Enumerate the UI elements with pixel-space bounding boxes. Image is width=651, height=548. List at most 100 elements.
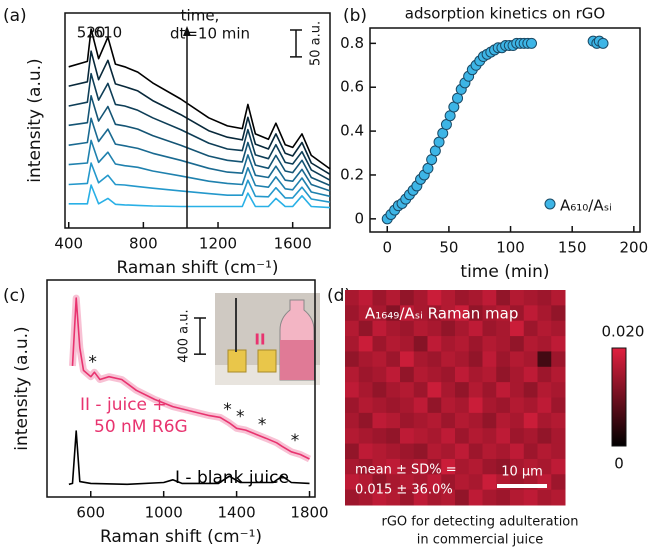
stats-label: 0.015 ± 36.0% bbox=[355, 483, 453, 498]
y-tick-label: 0.4 bbox=[340, 122, 364, 140]
heatmap-cell bbox=[455, 474, 470, 491]
heatmap-cell bbox=[413, 382, 428, 398]
heatmap-cell bbox=[510, 336, 525, 352]
heatmap-cell bbox=[427, 474, 442, 491]
heatmap-cell bbox=[413, 458, 428, 475]
heatmap-cell bbox=[482, 428, 497, 445]
heatmap-cell bbox=[496, 290, 511, 306]
heatmap-cell bbox=[345, 428, 360, 445]
heatmap-cell bbox=[510, 412, 525, 429]
heatmap-cell bbox=[441, 412, 456, 429]
heatmap-cell bbox=[427, 366, 442, 383]
heatmap-cell bbox=[551, 443, 566, 460]
x-tick-label: 150 bbox=[558, 239, 587, 257]
x-tick-label: 800 bbox=[129, 235, 158, 253]
heatmap-cell bbox=[455, 458, 470, 475]
heatmap-cell bbox=[358, 366, 373, 383]
heatmap-cell bbox=[413, 428, 428, 445]
data-point bbox=[526, 37, 538, 49]
asterisk: * bbox=[258, 415, 267, 435]
heatmap-cell bbox=[386, 336, 401, 352]
heatmap-cell bbox=[400, 397, 415, 414]
heatmap-cell bbox=[358, 474, 373, 491]
heatmap-cell bbox=[537, 366, 552, 383]
heatmap-cell bbox=[482, 458, 497, 475]
heatmap-cell bbox=[551, 305, 566, 322]
heatmap-cell bbox=[551, 489, 566, 506]
heatmap-cell bbox=[496, 443, 511, 460]
heatmap-cell bbox=[345, 305, 360, 322]
heatmap-cell bbox=[441, 336, 456, 352]
heatmap-cell bbox=[441, 443, 456, 460]
heatmap-cell bbox=[523, 443, 538, 460]
heatmap-cell bbox=[427, 458, 442, 475]
heatmap-cell bbox=[345, 290, 360, 306]
heatmap-cell bbox=[468, 290, 483, 306]
heatmap-cell bbox=[523, 320, 538, 337]
heatmap-cell bbox=[468, 382, 483, 398]
heatmap-cell bbox=[551, 366, 566, 383]
heatmap-cell bbox=[537, 412, 552, 429]
heatmap-cell bbox=[345, 458, 360, 475]
heatmap-cell bbox=[468, 320, 483, 337]
scale-bar-label: 10 μm bbox=[501, 465, 543, 480]
heatmap-cell bbox=[386, 412, 401, 429]
heatmap-cell bbox=[372, 305, 387, 322]
heatmap-cell bbox=[427, 489, 442, 506]
x-tick-label: 400 bbox=[54, 235, 83, 253]
heatmap-cell bbox=[537, 443, 552, 460]
heatmap-cell bbox=[372, 397, 387, 414]
heatmap-cell bbox=[400, 366, 415, 383]
annotation: dt=10 min bbox=[170, 25, 250, 43]
heatmap-cell bbox=[523, 382, 538, 398]
heatmap-cell bbox=[413, 412, 428, 429]
heatmap-cell bbox=[372, 351, 387, 368]
heatmap-cell bbox=[551, 382, 566, 398]
heatmap-cell bbox=[523, 290, 538, 306]
heatmap-cell bbox=[510, 428, 525, 445]
x-tick-label: 100 bbox=[496, 239, 525, 257]
heatmap-cell bbox=[523, 397, 538, 414]
heatmap-cell bbox=[510, 320, 525, 337]
heatmap-cell bbox=[400, 443, 415, 460]
heatmap-cell bbox=[537, 397, 552, 414]
y-axis-label: intensity (a.u.) bbox=[25, 58, 45, 182]
heatmap-cell bbox=[372, 443, 387, 460]
y-tick-label: 0.6 bbox=[340, 78, 364, 96]
heatmap-cell bbox=[468, 397, 483, 414]
heatmap-cell bbox=[386, 320, 401, 337]
heatmap-cell bbox=[358, 489, 373, 506]
x-axis-label: time (min) bbox=[460, 262, 549, 282]
heatmap-cell bbox=[537, 428, 552, 445]
heatmap-cell bbox=[482, 412, 497, 429]
heatmap-cell bbox=[427, 351, 442, 368]
heatmap-cell bbox=[400, 458, 415, 475]
plot-frame bbox=[64, 12, 331, 229]
heatmap-cell bbox=[510, 489, 525, 506]
x-tick-label: 200 bbox=[620, 239, 649, 257]
photo-bottle-liquid bbox=[280, 340, 314, 380]
heatmap-cell bbox=[510, 351, 525, 368]
spectrum-line bbox=[68, 50, 331, 175]
heatmap-cell bbox=[551, 458, 566, 475]
heatmap-cell bbox=[427, 397, 442, 414]
heatmap-cell bbox=[482, 489, 497, 506]
x-tick-label: 50 bbox=[439, 239, 458, 257]
spectrum-line bbox=[71, 297, 310, 460]
heatmap-cell bbox=[358, 305, 373, 322]
heatmap-cell bbox=[537, 336, 552, 352]
heatmap-cell bbox=[455, 366, 470, 383]
heatmap-cell bbox=[441, 474, 456, 491]
heatmap-cell bbox=[427, 336, 442, 352]
heatmap-cell bbox=[386, 290, 401, 306]
heatmap-cell bbox=[551, 397, 566, 414]
heatmap-cell bbox=[372, 290, 387, 306]
x-tick-label: 1600 bbox=[274, 235, 312, 253]
heatmap-cell bbox=[345, 443, 360, 460]
heatmap-cell bbox=[523, 336, 538, 352]
heatmap-cell bbox=[496, 489, 511, 506]
heatmap-cell bbox=[537, 351, 552, 368]
heatmap-cell bbox=[345, 320, 360, 337]
